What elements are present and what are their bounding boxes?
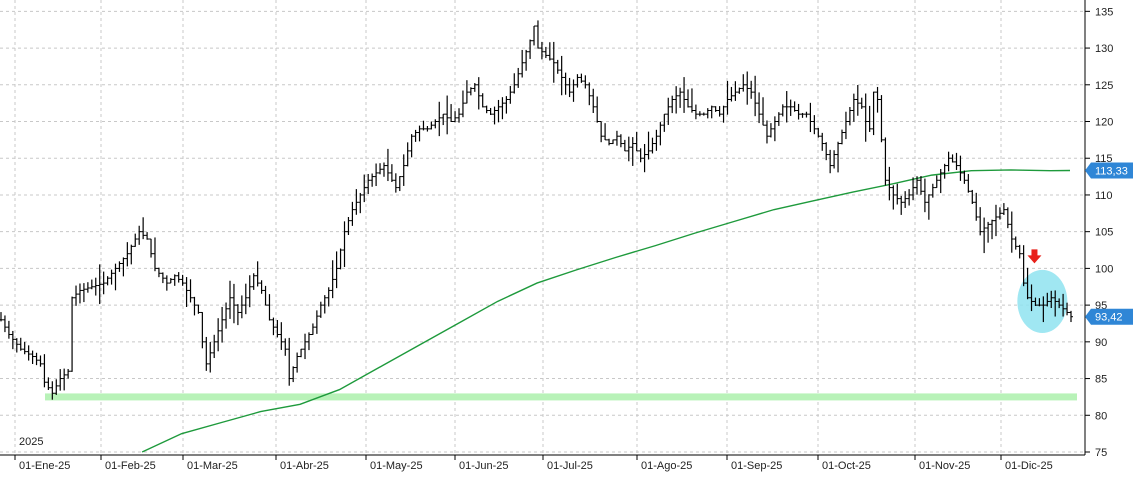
highlight-zone bbox=[1017, 269, 1068, 334]
price-bars bbox=[0, 20, 1073, 400]
y-tick-label: 75 bbox=[1095, 447, 1107, 459]
last-price-tag-bg bbox=[1085, 308, 1133, 325]
ma-value-tag-bg bbox=[1085, 162, 1133, 179]
y-tick-label: 135 bbox=[1095, 6, 1113, 18]
moving-average bbox=[141, 169, 1071, 453]
y-tick-label: 110 bbox=[1095, 190, 1113, 202]
x-tick-label: 01-May-25 bbox=[370, 460, 423, 472]
ma-value-tag: 113,33 bbox=[1095, 165, 1128, 177]
y-tick-label: 125 bbox=[1095, 80, 1113, 92]
x-tick-label: 01-Nov-25 bbox=[919, 460, 970, 472]
support-zone bbox=[45, 393, 1077, 401]
y-tick-label: 100 bbox=[1095, 263, 1113, 275]
ma-line bbox=[141, 169, 1071, 453]
x-tick-label: 01-Jun-25 bbox=[459, 460, 509, 472]
y-tick-label: 115 bbox=[1095, 153, 1113, 165]
y-tick-label: 80 bbox=[1095, 410, 1107, 422]
price-tags: 113,33 93,42 bbox=[1085, 162, 1133, 325]
annotations bbox=[1027, 249, 1042, 264]
y-tick-label: 85 bbox=[1095, 374, 1107, 386]
y-tick-label: 130 bbox=[1095, 43, 1113, 55]
x-tick-label: 01-Feb-25 bbox=[105, 460, 156, 472]
support-band bbox=[45, 393, 1077, 401]
x-tick-label: 01-Oct-25 bbox=[822, 460, 871, 472]
down-arrow-icon bbox=[1027, 249, 1042, 264]
year-label: 2025 bbox=[19, 436, 44, 448]
x-tick-label: 01-Sep-25 bbox=[731, 460, 782, 472]
y-tick-label: 105 bbox=[1095, 227, 1113, 239]
x-tick-label: 01-Abr-25 bbox=[280, 460, 329, 472]
axes: 758085909510010511011512012513013501-Ene… bbox=[0, 0, 1113, 472]
x-tick-label: 01-Ene-25 bbox=[19, 460, 70, 472]
highlight-ellipse bbox=[1017, 269, 1068, 334]
grid-lines bbox=[0, 0, 1085, 455]
x-tick-label: 01-Ago-25 bbox=[641, 460, 692, 472]
y-tick-label: 90 bbox=[1095, 337, 1107, 349]
x-tick-label: 01-Mar-25 bbox=[187, 460, 238, 472]
x-tick-label: 01-Jul-25 bbox=[547, 460, 593, 472]
last-price-tag: 93,42 bbox=[1095, 312, 1123, 324]
y-tick-label: 120 bbox=[1095, 117, 1113, 129]
x-tick-label: 01-Dic-25 bbox=[1005, 460, 1053, 472]
